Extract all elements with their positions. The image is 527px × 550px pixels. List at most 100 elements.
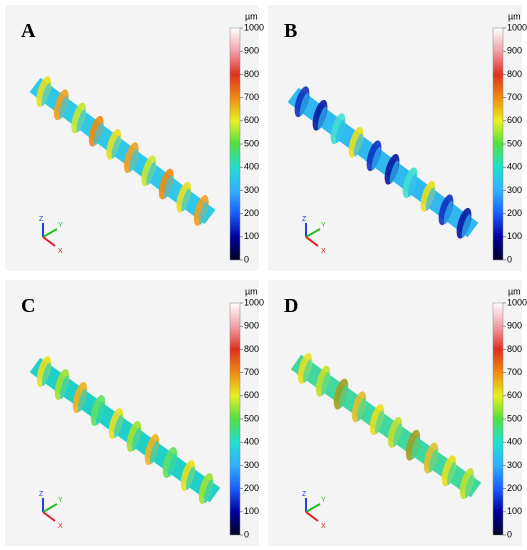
axis-y xyxy=(42,228,58,238)
screw-thread-shade xyxy=(375,410,384,434)
colorbar-tick-label: 900 xyxy=(244,46,259,56)
panel-label: D xyxy=(284,295,298,317)
screw-thread-shade xyxy=(77,388,87,412)
screw-thread xyxy=(180,460,196,491)
colorbar-tick-label: 400 xyxy=(507,437,522,447)
colorbar-tick-label: 700 xyxy=(507,92,522,102)
screw-thread xyxy=(141,155,157,187)
colorbar-tick-label: 300 xyxy=(244,460,259,470)
colorbar xyxy=(229,302,241,536)
colorbar-tick-label: 700 xyxy=(244,367,259,377)
screw-thread-shade xyxy=(131,427,141,451)
screw-thread xyxy=(330,113,346,145)
panel: Dµm 0 100 200 300 400 500 600 700 800 900 1000 Z Y X xyxy=(268,280,527,546)
screw-thread-shade xyxy=(357,397,366,422)
screw-thread xyxy=(438,194,454,226)
colorbar-tick-label: 100 xyxy=(244,506,259,516)
screw-thread xyxy=(126,421,142,452)
colorbar-tick-label: 100 xyxy=(507,506,522,516)
screw-thread xyxy=(71,102,87,134)
screw-thread xyxy=(366,140,382,172)
axis-y-label: Y xyxy=(58,497,63,504)
axis-y-label: Y xyxy=(321,222,326,229)
panel: Bµm 0 100 200 300 400 500 600 700 800 900 1000 Z Y X xyxy=(268,5,527,271)
axis-z-label: Z xyxy=(302,491,307,498)
screw-thread xyxy=(405,429,421,461)
axis-x xyxy=(305,511,319,522)
screw-thread xyxy=(333,378,349,410)
screw-thread xyxy=(351,391,367,423)
screw-thread-shade xyxy=(128,148,139,172)
panel-label: B xyxy=(284,20,297,42)
screw-thread-shade xyxy=(76,109,86,133)
colorbar-tick-label: 200 xyxy=(244,208,259,218)
screw-thread xyxy=(315,365,331,397)
colorbar-tick-label: 500 xyxy=(507,138,522,148)
colorbar-unit: µm xyxy=(508,286,521,296)
colorbar-tick-label: 600 xyxy=(507,390,522,400)
screw-thread-shade xyxy=(335,120,345,144)
colorbar-tick-label: 1000 xyxy=(507,22,527,32)
screw-thread xyxy=(106,129,122,160)
colorbar-tick-label: 0 xyxy=(507,254,512,264)
axis-z-label: Z xyxy=(39,216,44,223)
panel: Cµm 0 100 200 300 400 500 600 700 800 900 1000 Z Y X xyxy=(5,280,264,546)
screw-thread xyxy=(123,142,139,173)
screw-thread-shade xyxy=(59,375,69,399)
screw-thread xyxy=(312,99,328,131)
colorbar-tick-label: 300 xyxy=(244,185,259,195)
axis-x-label: X xyxy=(58,248,63,255)
screw-thread-shade xyxy=(407,174,417,198)
colorbar-tick-label: 200 xyxy=(507,483,522,493)
screw-thread xyxy=(193,195,209,226)
screw-thread-shade xyxy=(465,474,474,498)
screw-thread xyxy=(297,352,313,384)
axis-x xyxy=(42,511,56,522)
screw-thread xyxy=(369,404,385,436)
screw-thread xyxy=(402,167,418,199)
colorbar-tick-label: 600 xyxy=(244,390,259,400)
colorbar-tick-label: 500 xyxy=(244,413,259,423)
axis-y xyxy=(305,228,321,238)
screw-thread-shade xyxy=(303,359,312,383)
screw-thread-shade xyxy=(411,436,420,460)
axis-y xyxy=(42,503,58,513)
axis-x-label: X xyxy=(58,523,63,530)
screw-thread-shade xyxy=(321,372,330,396)
screw-thread xyxy=(144,434,160,465)
colorbar-unit: µm xyxy=(245,286,258,296)
screw-thread xyxy=(456,207,472,239)
colorbar-tick-label: 800 xyxy=(244,69,259,79)
screw-thread xyxy=(36,76,52,107)
colorbar-tick-label: 700 xyxy=(244,92,259,102)
panel-label: C xyxy=(21,295,35,317)
colorbar-tick-label: 0 xyxy=(244,529,249,539)
colorbar-tick-label: 800 xyxy=(507,69,522,79)
screw-thread-shade xyxy=(41,362,51,386)
screw-thread-shade xyxy=(447,461,456,486)
axis-x-label: X xyxy=(321,248,326,255)
colorbar-tick-label: 500 xyxy=(507,413,522,423)
screw-thread-shade xyxy=(181,188,191,212)
screw-thread-shade xyxy=(425,187,435,211)
screw-thread xyxy=(294,86,310,118)
screw-thread-shade xyxy=(371,147,381,171)
screw-thread xyxy=(459,468,475,500)
screw-thread-shade xyxy=(149,440,159,464)
colorbar-tick-label: 600 xyxy=(244,115,259,125)
screw-thread-shade xyxy=(317,106,327,130)
screw-thread-shade xyxy=(93,122,104,146)
screw-thread-shade xyxy=(41,82,51,106)
screw-thread-shade xyxy=(443,201,453,225)
colorbar-tick-label: 800 xyxy=(507,344,522,354)
colorbar-tick-label: 0 xyxy=(507,529,512,539)
screw-thread-shade xyxy=(339,385,348,409)
axis-x xyxy=(305,236,319,247)
screw-thread xyxy=(441,455,457,487)
screw-thread xyxy=(387,416,403,448)
screw-thread xyxy=(423,442,439,474)
colorbar-tick-label: 100 xyxy=(244,231,259,241)
screw-thread xyxy=(88,115,104,147)
screw-thread-shade xyxy=(95,401,105,425)
